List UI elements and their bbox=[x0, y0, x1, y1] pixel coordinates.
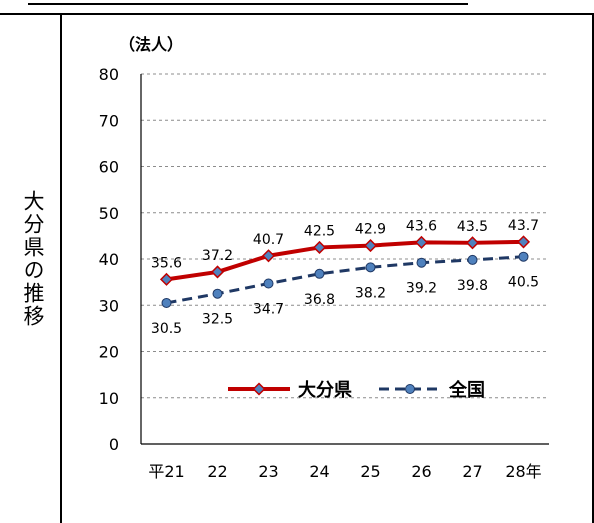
series-point bbox=[261, 249, 276, 263]
y-tick-label: 0 bbox=[109, 435, 119, 454]
x-tick-label: 23 bbox=[258, 462, 278, 481]
series-point bbox=[210, 265, 225, 279]
series-line-1 bbox=[166, 255, 524, 305]
series-point bbox=[363, 239, 378, 253]
data-label: 43.7 bbox=[508, 218, 539, 234]
legend-marker bbox=[252, 382, 266, 396]
data-label: 39.2 bbox=[406, 281, 437, 297]
y-tick-label: 80 bbox=[99, 65, 119, 84]
data-label: 36.8 bbox=[304, 292, 335, 308]
x-tick-label: 27 bbox=[462, 462, 482, 481]
x-tick-label: 平21 bbox=[148, 462, 184, 481]
y-tick-label: 50 bbox=[99, 204, 119, 223]
legend-label: 全国 bbox=[448, 379, 485, 401]
data-label: 30.5 bbox=[151, 321, 182, 337]
y-tick-label: 60 bbox=[99, 158, 119, 177]
series-point bbox=[212, 288, 223, 299]
data-label: 40.7 bbox=[253, 232, 284, 248]
series-line-0 bbox=[166, 239, 524, 282]
data-label: 39.8 bbox=[457, 278, 488, 294]
legend-marker bbox=[405, 384, 415, 394]
y-tick-label: 20 bbox=[99, 343, 119, 362]
series-point bbox=[161, 297, 172, 308]
header-underline bbox=[28, 3, 468, 5]
series-point bbox=[467, 254, 478, 265]
y-tick-label: 70 bbox=[99, 111, 119, 130]
series-point bbox=[314, 268, 325, 279]
side-label: 大分県の推移 bbox=[21, 190, 45, 328]
x-tick-label: 24 bbox=[309, 462, 329, 481]
series-point bbox=[416, 257, 427, 268]
x-tick-label: 28年 bbox=[505, 462, 541, 481]
legend-label: 大分県 bbox=[298, 379, 352, 401]
data-label: 32.5 bbox=[202, 312, 233, 328]
x-tick-label: 25 bbox=[360, 462, 380, 481]
series-point bbox=[518, 251, 529, 262]
data-label: 43.6 bbox=[406, 218, 437, 234]
data-label: 42.5 bbox=[304, 223, 335, 239]
series-point bbox=[365, 262, 376, 273]
x-tick-label: 26 bbox=[411, 462, 431, 481]
x-tick-label: 22 bbox=[207, 462, 227, 481]
unit-label: （法人） bbox=[119, 35, 183, 54]
series-point bbox=[312, 240, 327, 254]
data-label: 40.5 bbox=[508, 275, 539, 291]
top-rule bbox=[0, 13, 594, 15]
series-point bbox=[516, 235, 531, 249]
y-tick-label: 10 bbox=[99, 389, 119, 408]
data-label: 35.6 bbox=[151, 255, 182, 271]
right-border bbox=[592, 14, 594, 523]
y-tick-label: 30 bbox=[99, 296, 119, 315]
data-label: 38.2 bbox=[355, 285, 386, 301]
series-point bbox=[414, 235, 429, 249]
data-label: 34.7 bbox=[253, 302, 284, 318]
data-label: 42.9 bbox=[355, 222, 386, 238]
data-label: 43.5 bbox=[457, 219, 488, 235]
column-divider bbox=[60, 14, 62, 523]
series-point bbox=[159, 272, 174, 286]
data-label: 37.2 bbox=[202, 248, 233, 264]
series-point bbox=[465, 236, 480, 250]
series-point bbox=[263, 278, 274, 289]
y-tick-label: 40 bbox=[99, 250, 119, 269]
